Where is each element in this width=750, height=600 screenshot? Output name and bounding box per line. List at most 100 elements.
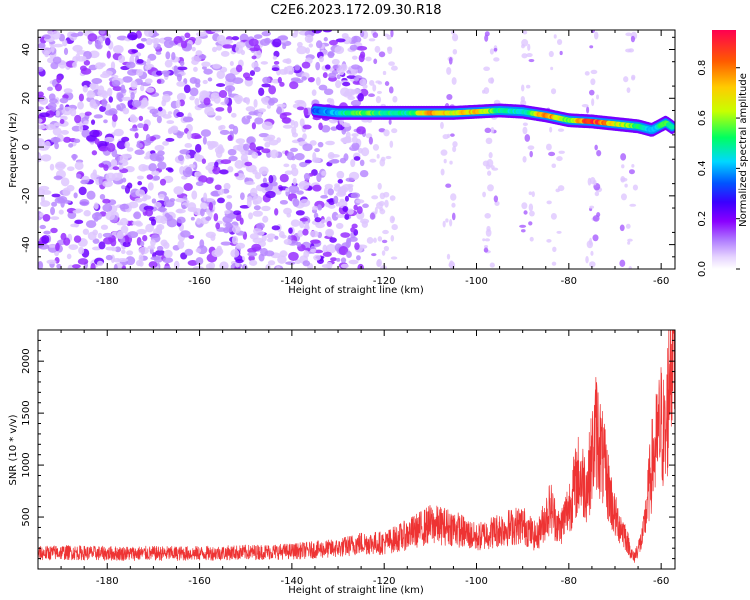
noise-blob [282,124,293,129]
noise-blob [347,95,356,101]
noise-blob [50,227,58,234]
noise-blob [40,196,45,203]
noise-blob [341,122,351,128]
noise-blob [529,236,534,242]
noise-blob [315,61,321,71]
noise-blob [342,206,349,212]
noise-blob [205,216,212,221]
noise-blob [326,261,333,269]
noise-blob [127,32,138,41]
noise-blob [201,158,207,164]
noise-blob [165,51,171,60]
noise-blob [277,35,289,41]
noise-blob [484,244,489,249]
noise-blob [119,217,129,226]
noise-blob [440,168,445,176]
noise-blob [627,241,631,245]
x-tick-label: -100 [465,576,488,587]
noise-blob [585,255,589,264]
noise-blob [290,219,301,227]
noise-blob [285,58,292,65]
noise-blob [50,216,60,221]
noise-blob [162,257,174,264]
noise-blob [268,98,275,106]
noise-blob [240,192,245,200]
noise-blob [376,258,382,267]
noise-blob [391,128,398,134]
noise-blob [545,143,552,151]
noise-blob [557,128,565,132]
noise-blob [122,76,133,83]
spectrogram-frame [37,29,676,270]
noise-blob [159,178,167,186]
colorbar: 0.0 0.2 0.4 0.6 0.8 Normalized spectral ampl… [697,30,749,277]
noise-blob [488,152,493,159]
noise-blob [149,108,159,115]
noise-blob [368,38,376,42]
noise-blob [273,50,280,58]
noise-blob [351,136,358,144]
noise-blob [228,81,235,86]
noise-blob [388,119,392,125]
noise-blob [111,247,117,252]
noise-blob [184,32,191,39]
noise-blob [262,177,267,184]
noise-blob [142,123,149,132]
noise-blob [449,160,453,165]
x-tick-label: -60 [653,276,669,287]
noise-blob [134,149,145,155]
noise-blob [267,260,276,266]
noise-blob [623,76,629,83]
noise-blob [278,231,285,238]
noise-blob [310,239,321,244]
noise-blob [184,248,194,256]
snr-x-ticks: -180 -160 -140 -120 -100 -80 -60 [37,330,669,587]
noise-blob [143,30,154,37]
noise-blob [391,216,395,222]
noise-blob [183,183,193,191]
noise-blob [548,50,554,58]
noise-blob [246,198,252,208]
noise-blob [213,213,219,222]
noise-blob [392,95,398,103]
noise-blob [232,125,239,135]
noise-blob [493,47,498,52]
noise-blob [101,98,108,108]
noise-blob [135,189,146,197]
noise-blob [625,32,632,37]
noise-blob [307,76,315,83]
noise-blob [314,249,324,254]
noise-blob [177,154,184,162]
noise-blob [154,144,165,152]
noise-blob [136,228,147,235]
noise-blob [529,210,535,217]
noise-blob [38,140,46,148]
noise-blob [301,76,307,81]
noise-blob [120,84,126,92]
noise-blob [195,181,204,187]
noise-blob [216,70,226,79]
noise-blob [223,182,231,190]
noise-blob [348,259,359,265]
noise-blob [329,153,340,158]
noise-blob [116,230,124,240]
noise-blob [265,264,271,269]
y-tick-label: 20 [21,92,32,105]
noise-blob [51,193,61,198]
noise-blob [521,53,528,59]
noise-blob [630,35,635,43]
noise-blob [331,211,339,221]
noise-blob [589,261,596,268]
noise-blob [144,64,152,71]
noise-blob [98,163,105,168]
noise-blob [244,161,253,167]
noise-blob [266,233,276,240]
noise-blob [628,48,635,53]
noise-blob [171,52,176,61]
noise-blob [314,217,322,223]
noise-blob [175,99,181,109]
noise-blob [189,87,199,97]
noise-blob [589,205,595,209]
noise-blob [133,211,142,220]
x-tick-label: -180 [96,576,119,587]
